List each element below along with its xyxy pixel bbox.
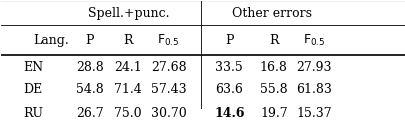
Text: R: R bbox=[123, 34, 132, 47]
Text: 57.43: 57.43 bbox=[150, 83, 186, 96]
Text: RU: RU bbox=[23, 107, 43, 120]
Text: 24.1: 24.1 bbox=[114, 61, 142, 74]
Text: 30.70: 30.70 bbox=[150, 107, 186, 120]
Text: Lang.: Lang. bbox=[33, 34, 68, 47]
Text: 27.68: 27.68 bbox=[150, 61, 186, 74]
Text: 75.0: 75.0 bbox=[114, 107, 142, 120]
Text: R: R bbox=[269, 34, 278, 47]
Text: 33.5: 33.5 bbox=[215, 61, 243, 74]
Text: 26.7: 26.7 bbox=[76, 107, 103, 120]
Text: EN: EN bbox=[23, 61, 43, 74]
Text: 61.83: 61.83 bbox=[296, 83, 331, 96]
Text: 54.8: 54.8 bbox=[76, 83, 103, 96]
Text: 71.4: 71.4 bbox=[114, 83, 142, 96]
Text: Other errors: Other errors bbox=[231, 7, 311, 20]
Text: DE: DE bbox=[23, 83, 43, 96]
Text: 63.6: 63.6 bbox=[215, 83, 243, 96]
Text: 55.8: 55.8 bbox=[259, 83, 287, 96]
Text: Spell.+punc.: Spell.+punc. bbox=[88, 7, 169, 20]
Text: 19.7: 19.7 bbox=[259, 107, 287, 120]
Text: 14.6: 14.6 bbox=[213, 107, 244, 120]
Text: 16.8: 16.8 bbox=[259, 61, 287, 74]
Text: $\mathrm{F}_{0.5}$: $\mathrm{F}_{0.5}$ bbox=[302, 33, 325, 48]
Text: 15.37: 15.37 bbox=[296, 107, 331, 120]
Text: 27.93: 27.93 bbox=[296, 61, 331, 74]
Text: P: P bbox=[224, 34, 233, 47]
Text: 28.8: 28.8 bbox=[76, 61, 103, 74]
Text: $\mathrm{F}_{0.5}$: $\mathrm{F}_{0.5}$ bbox=[157, 33, 179, 48]
Text: P: P bbox=[85, 34, 94, 47]
